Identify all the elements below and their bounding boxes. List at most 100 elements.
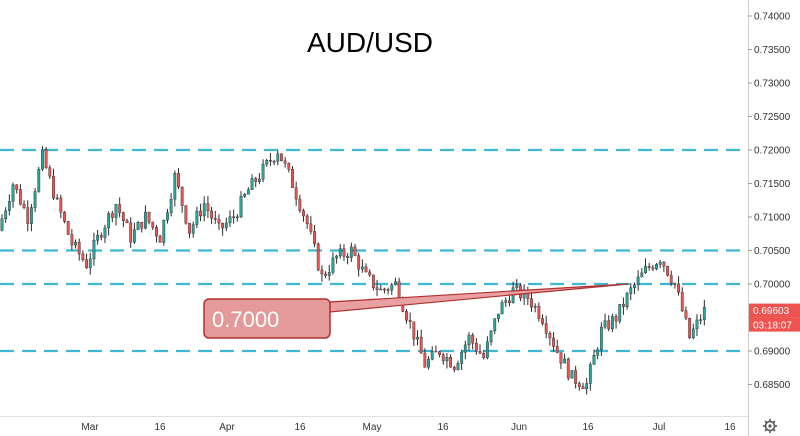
candle-body [353, 246, 357, 256]
candle-body [596, 349, 600, 356]
candle-body [342, 248, 346, 257]
x-tick-label: Apr [219, 422, 235, 433]
candle-body [625, 293, 629, 308]
candle-body [416, 336, 419, 340]
y-tick-label: 0.73500 [754, 45, 791, 56]
candle-body [379, 288, 383, 291]
candle-body [103, 227, 107, 238]
candle-body [452, 366, 456, 370]
candle-body [478, 351, 482, 354]
candle-body [324, 273, 327, 276]
candle-body [441, 354, 445, 362]
candle-body [467, 334, 471, 346]
candle-body [489, 330, 493, 343]
candle-body [603, 320, 607, 328]
candle-body [257, 178, 261, 182]
candle-body [136, 221, 140, 230]
candle-body [48, 167, 52, 177]
candle-body [662, 261, 666, 267]
candle-body [11, 184, 15, 202]
candle-body [618, 303, 622, 322]
x-tick-label: 16 [154, 422, 166, 433]
candle-body [666, 266, 669, 276]
candle-body [500, 302, 504, 315]
candle-body [195, 210, 199, 225]
candle-body [552, 337, 555, 347]
candle-body [239, 196, 243, 218]
candle-body [331, 257, 335, 273]
candle-body [280, 153, 283, 162]
candle-body [544, 323, 548, 334]
candle-body [555, 346, 559, 353]
candle-body [305, 215, 309, 225]
gear-icon[interactable] [763, 419, 777, 433]
candle-body [272, 160, 276, 163]
candle-body [438, 351, 441, 355]
candle-body [118, 204, 122, 213]
candle-body [4, 210, 8, 220]
candle-body [327, 272, 331, 276]
candle-body [210, 210, 213, 219]
x-tick-label: 16 [724, 422, 736, 433]
candle-body [684, 310, 688, 319]
candle-body [7, 201, 11, 211]
countdown-tag [749, 317, 800, 332]
candle-body [132, 229, 136, 243]
candle-body [158, 235, 162, 243]
candle-body [177, 173, 180, 188]
candle-body [15, 184, 19, 190]
candle-body [702, 306, 706, 320]
candle-body [287, 162, 291, 170]
candle-body [26, 207, 30, 224]
y-tick-label: 0.71000 [754, 213, 791, 224]
candle-body [151, 221, 155, 228]
candle-body [427, 358, 430, 368]
last-price-tag [749, 303, 800, 318]
candle-body [577, 383, 581, 387]
candle-body [66, 221, 70, 235]
candle-body [566, 358, 570, 379]
candle-body [633, 284, 636, 288]
countdown-value: 03:18:07 [753, 321, 792, 332]
candle-body [493, 318, 497, 332]
candle-body [408, 320, 412, 322]
candle-body [232, 216, 236, 219]
candle-body [563, 358, 566, 364]
candle-body [33, 191, 37, 208]
callout-box [203, 298, 331, 339]
candle-body [99, 234, 103, 238]
candle-body [70, 234, 74, 246]
candle-body [449, 357, 453, 368]
candle-body [456, 363, 460, 370]
callout-label: 0.7000 [212, 307, 279, 332]
x-tick-label: Jul [653, 422, 666, 433]
candle-body [515, 285, 519, 288]
candle-body [166, 212, 169, 221]
candle-body [199, 210, 202, 217]
y-tick-label: 0.70500 [754, 246, 791, 257]
candle-body [614, 316, 618, 322]
candle-body [636, 276, 640, 285]
candle-body [412, 321, 416, 340]
candle-body [228, 216, 232, 224]
x-tick-label: 16 [437, 422, 449, 433]
candle-body [541, 318, 544, 324]
candle-body [699, 319, 703, 321]
candle-body [658, 261, 662, 265]
candle-body [265, 160, 269, 165]
candle-body [162, 219, 166, 243]
candle-body [37, 169, 41, 192]
candle-body [622, 303, 625, 308]
candle-body [52, 175, 55, 199]
candle-body [463, 344, 467, 353]
y-tick-label: 0.74000 [754, 12, 791, 23]
candle-body [474, 342, 478, 352]
candle-body [677, 283, 680, 293]
candle-body [254, 178, 258, 182]
x-tick-label: 16 [294, 422, 306, 433]
candle-body [647, 266, 651, 268]
candle-body [269, 160, 272, 162]
x-tick-label: Jun [511, 422, 527, 433]
candle-body [188, 222, 191, 234]
